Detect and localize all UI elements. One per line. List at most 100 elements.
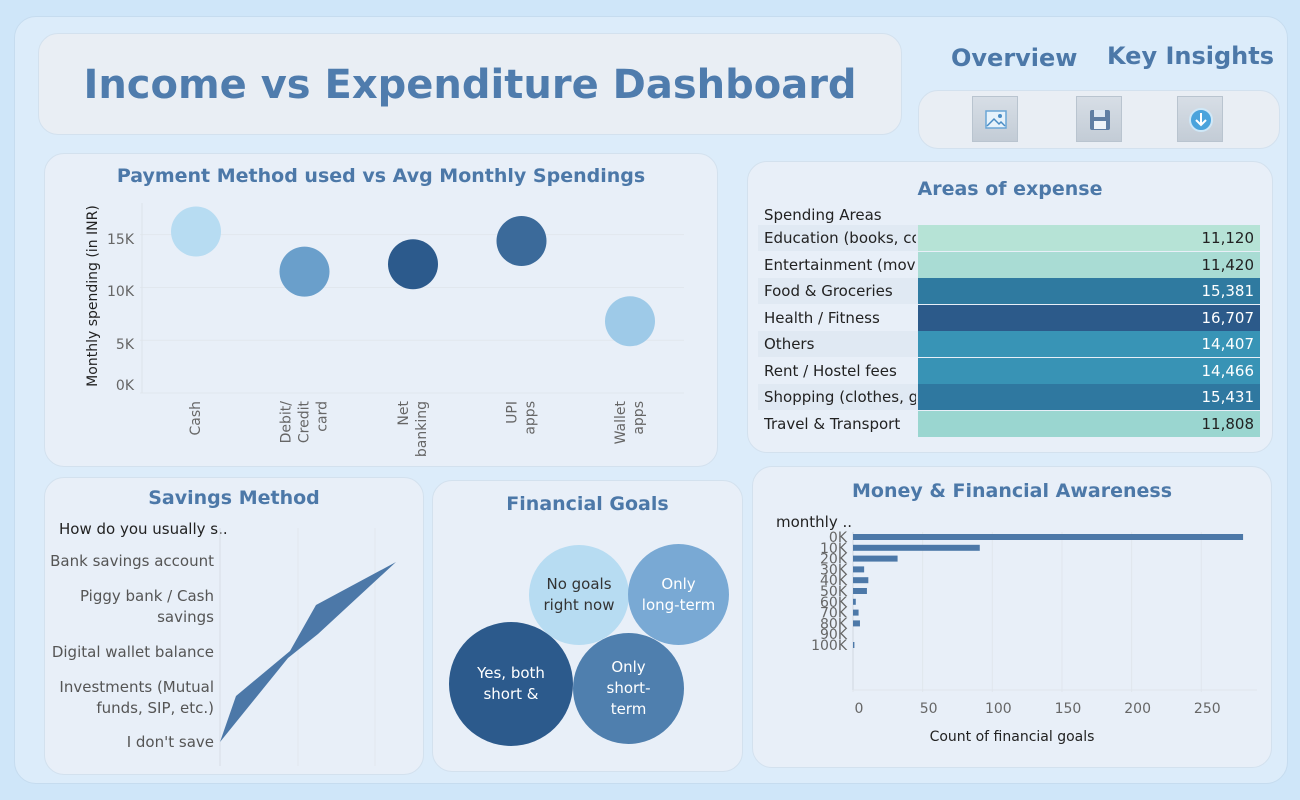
payment-bubble xyxy=(496,216,547,266)
goal-bubble[interactable]: No goals right now xyxy=(529,545,629,645)
awareness-y-tick: 100K xyxy=(811,638,848,654)
payment-y-axis-label: Monthly spending (in INR) xyxy=(85,205,101,387)
awareness-bar xyxy=(853,588,867,594)
awareness-bar xyxy=(853,566,865,573)
awareness-y-tick: 20K xyxy=(820,552,848,568)
expense-area-label: Entertainment (mov.. xyxy=(764,255,916,274)
expense-table-title: Areas of expense xyxy=(917,178,1103,200)
awareness-x-tick: 50 xyxy=(920,701,938,717)
savings-area xyxy=(220,562,396,742)
save-button[interactable] xyxy=(1076,96,1122,142)
payment-x-tick: Wallet xyxy=(613,401,629,445)
payment-y-tick: 0K xyxy=(116,378,135,394)
image-export-button[interactable] xyxy=(972,96,1018,142)
expense-area-label: Shopping (clothes, g.. xyxy=(764,388,916,406)
payment-x-tick: apps xyxy=(523,401,539,435)
nav-overview[interactable]: Overview xyxy=(951,44,1078,72)
awareness-y-tick: 40K xyxy=(820,573,848,589)
payment-x-tick: card xyxy=(315,401,331,432)
awareness-x-tick: 100 xyxy=(985,701,1012,717)
expense-area-label: Travel & Transport xyxy=(764,414,901,433)
table-row[interactable]: Health / Fitness 16,707 xyxy=(758,304,1260,331)
awareness-bar xyxy=(853,534,1244,540)
goal-bubble[interactable]: Yes, both short & xyxy=(449,622,573,746)
download-icon xyxy=(1189,108,1213,132)
awareness-bar xyxy=(853,544,980,551)
title-panel: Income vs Expenditure Dashboard xyxy=(38,33,902,135)
table-row[interactable]: Education (books, co.. 11,120 xyxy=(758,225,1260,251)
savings-header: How do you usually s.. xyxy=(59,520,228,538)
awareness-y-tick: 0K xyxy=(829,530,848,546)
awareness-y-tick: 30K xyxy=(820,562,848,578)
expense-value-cell: 14,407 xyxy=(918,331,1260,357)
payment-bubble xyxy=(388,239,438,290)
nav-key-insights[interactable]: Key Insights xyxy=(1107,42,1275,70)
payment-x-tick: Net xyxy=(396,400,412,425)
awareness-bar xyxy=(853,555,898,562)
goal-bubble-label: No goals right now xyxy=(543,575,615,614)
expense-value: 15,431 xyxy=(1201,388,1255,406)
awareness-y-tick: 10K xyxy=(820,541,848,557)
awareness-bar-chart: Count of financial goals 0 50 100 150 200 250… xyxy=(811,530,1257,745)
expense-area-label: Others xyxy=(764,335,815,353)
payment-y-tick: 15K xyxy=(107,232,135,248)
awareness-bar xyxy=(853,577,869,584)
savings-label: Piggy bank / Cash savings xyxy=(79,587,214,626)
awareness-x-tick: 250 xyxy=(1194,701,1221,717)
payment-bubble xyxy=(605,296,655,347)
awareness-bar xyxy=(853,598,856,605)
payment-x-tick: UPI xyxy=(505,401,521,424)
goals-title: Financial Goals xyxy=(506,493,669,515)
awareness-x-tick: 150 xyxy=(1055,701,1082,717)
table-row[interactable]: Shopping (clothes, g.. 15,431 xyxy=(758,384,1260,410)
table-row[interactable]: Travel & Transport 11,808 xyxy=(758,410,1260,437)
awareness-y-tick: 50K xyxy=(820,584,848,600)
awareness-y-tick: 70K xyxy=(820,606,848,622)
awareness-y-tick: 90K xyxy=(820,627,848,643)
table-row[interactable]: Rent / Hostel fees 14,466 xyxy=(758,357,1260,384)
payment-bubble xyxy=(279,246,330,297)
goal-bubble[interactable]: Only short-term xyxy=(573,633,684,744)
expense-value: 11,420 xyxy=(1201,255,1255,274)
awareness-panel: Money & Financial Awareness xyxy=(752,466,1272,768)
expense-table-header: Spending Areas xyxy=(764,206,882,224)
goal-bubble-label: Only short-term xyxy=(606,658,651,718)
expense-value-cell: 11,120 xyxy=(918,225,1260,251)
table-row[interactable]: Entertainment (mov.. 11,420 xyxy=(758,251,1260,278)
payment-x-tick: Debit/ xyxy=(279,401,295,444)
expense-value: 11,808 xyxy=(1201,414,1255,433)
payment-x-tick: banking xyxy=(414,401,430,457)
awareness-bar xyxy=(853,642,855,648)
expense-value: 15,381 xyxy=(1201,282,1255,300)
payment-y-tick: 5K xyxy=(116,337,135,353)
payment-chart-title: Payment Method used vs Avg Monthly Spend… xyxy=(116,165,646,187)
payment-x-tick: apps xyxy=(631,401,647,435)
expense-area-label: Health / Fitness xyxy=(764,308,880,327)
savings-label: Digital wallet balance xyxy=(51,643,214,661)
expense-value: 16,707 xyxy=(1201,308,1255,327)
savings-title: Savings Method xyxy=(148,487,320,509)
download-button[interactable] xyxy=(1177,96,1223,142)
savings-label: Bank savings account xyxy=(50,552,214,570)
expense-value-cell: 15,381 xyxy=(918,278,1260,304)
table-row[interactable]: Others 14,407 xyxy=(758,331,1260,357)
awareness-title: Money & Financial Awareness xyxy=(851,480,1172,502)
save-icon xyxy=(1090,110,1110,130)
awareness-y-tick: 80K xyxy=(820,616,848,632)
awareness-bar xyxy=(853,620,860,627)
payment-bubble xyxy=(171,206,221,257)
payment-x-tick: Credit xyxy=(297,400,313,443)
goal-bubble[interactable]: Only long-term xyxy=(628,544,729,645)
image-icon xyxy=(985,110,1007,129)
expense-area-label: Rent / Hostel fees xyxy=(764,361,897,380)
awareness-y-tick: 60K xyxy=(820,595,848,611)
payment-y-tick: 10K xyxy=(107,284,135,300)
expense-value-cell: 15,431 xyxy=(918,384,1260,410)
expense-value-cell: 11,808 xyxy=(918,410,1260,437)
savings-label: I don't save xyxy=(126,733,214,751)
awareness-x-axis-label: Count of financial goals xyxy=(930,729,1095,745)
table-row[interactable]: Food & Groceries 15,381 xyxy=(758,278,1260,304)
page-title: Income vs Expenditure Dashboard xyxy=(83,62,857,108)
payment-chart-panel: Payment Method used vs Avg Monthly Spend… xyxy=(44,153,718,467)
savings-area-chart xyxy=(219,528,396,766)
